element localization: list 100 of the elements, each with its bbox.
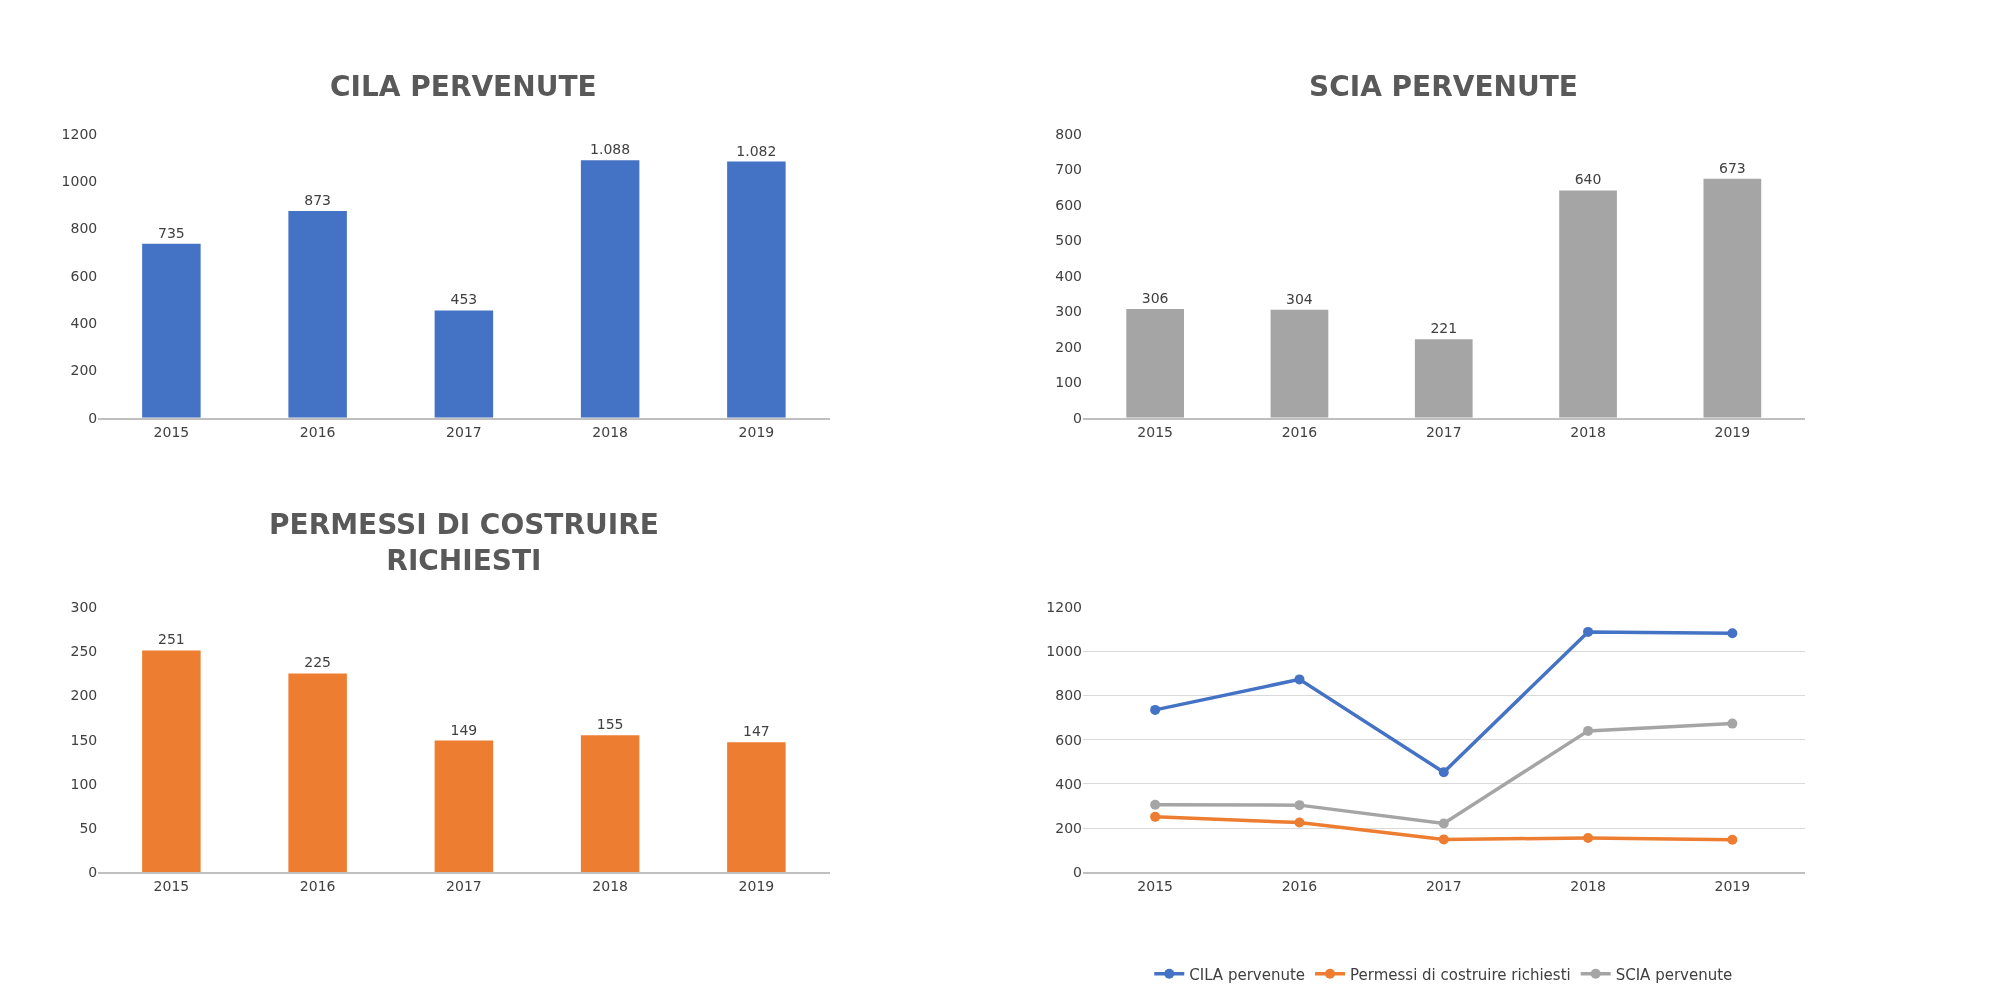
x-tick-label: 2016 [1281,423,1318,440]
point [1583,725,1594,736]
x-tick-label: 2016 [299,423,336,440]
data-label: 673 [1718,159,1746,176]
y-tick-label: 300 [70,599,98,616]
y-tick-label: 800 [1055,687,1082,704]
y-tick-label: 400 [1055,267,1082,284]
y-tick-label: 100 [70,775,98,792]
legend-label: SCIA pervenute [1615,965,1733,984]
y-tick-label: 1200 [61,125,98,142]
data-label: 147 [743,723,770,740]
x-tick-label: 2015 [1137,423,1173,440]
y-tick-label: 500 [1055,232,1082,249]
x-tick-label: 2015 [1137,878,1173,895]
y-tick-label: 0 [88,864,98,881]
x-tick-label: 2017 [1425,423,1462,440]
y-tick-label: 1200 [1046,599,1082,616]
y-tick-label: 50 [79,820,98,837]
y-tick-label: 800 [70,220,98,237]
data-label: 1.088 [590,141,631,158]
point [1583,626,1594,637]
bar [434,310,494,418]
y-tick-label: 150 [70,731,98,748]
y-tick-label: 200 [70,362,98,379]
x-tick-label: 2019 [1714,423,1751,440]
point [1294,800,1305,811]
chart-title: CILA PERVENUTE [330,70,597,103]
x-tick-label: 2019 [738,878,775,895]
legend-label: Permessi di costruire richiesti [1350,965,1571,984]
data-label: 225 [304,654,331,671]
point [1438,834,1449,845]
point [1727,718,1738,729]
data-label: 221 [1430,320,1458,337]
x-tick-label: 2018 [592,878,628,895]
point [1727,628,1738,639]
point [1150,811,1161,822]
y-tick-label: 200 [1055,820,1082,837]
x-tick-label: 2018 [592,423,628,440]
bar [1703,178,1762,418]
data-label: 251 [158,631,185,648]
y-tick-label: 800 [1055,125,1082,142]
y-tick-label: 400 [1055,775,1082,792]
x-tick-label: 2016 [1281,878,1318,895]
data-label: 1.082 [736,142,777,159]
chart-title: PERMESSI DI COSTRUIRE RICHIESTI [269,508,659,578]
bar [1414,339,1473,418]
bar [1126,309,1185,418]
point [1294,674,1305,685]
data-label: 149 [450,721,478,738]
y-tick-label: 600 [70,267,98,284]
data-label: 453 [450,291,478,308]
point [1727,834,1738,845]
y-tick-label: 1000 [1046,643,1082,660]
y-tick-label: 1000 [61,172,98,189]
y-tick-label: 300 [1055,303,1082,320]
bar [1559,190,1617,418]
data-label: 735 [158,224,185,241]
point [1150,704,1161,715]
data-label: 640 [1574,171,1602,188]
y-tick-label: 200 [1055,338,1082,355]
y-tick-label: 200 [70,687,98,704]
point [1438,818,1449,829]
x-tick-label: 2019 [1714,878,1751,895]
bar [580,160,640,418]
x-tick-label: 2015 [153,878,190,895]
x-tick-label: 2016 [299,878,336,895]
x-tick-label: 2019 [738,423,775,440]
bar [727,161,786,418]
bar [727,742,786,873]
x-tick-label: 2017 [1425,878,1462,895]
data-label: 304 [1286,290,1313,307]
x-tick-label: 2017 [446,423,482,440]
y-tick-label: 600 [1055,196,1082,213]
y-tick-label: 100 [1055,374,1082,391]
y-tick-label: 600 [1055,731,1082,748]
bar [434,740,494,873]
data-label: 873 [304,192,331,209]
point [1583,833,1594,844]
bar [1270,309,1329,418]
bar [288,211,347,418]
legend-label: CILA pervenute [1189,965,1306,984]
y-tick-label: 400 [70,314,98,331]
point [1294,817,1305,828]
point [1438,767,1449,778]
x-tick-label: 2018 [1570,423,1606,440]
y-tick-label: 0 [1073,864,1082,881]
x-tick-label: 2015 [153,423,190,440]
bar [288,673,347,873]
bar [142,650,201,873]
y-tick-label: 0 [88,409,98,426]
data-label: 306 [1141,290,1169,307]
chart-title: SCIA PERVENUTE [1309,70,1578,103]
data-label: 155 [596,716,624,733]
y-tick-label: 700 [1055,161,1082,178]
x-tick-label: 2017 [446,878,482,895]
y-tick-label: 250 [70,643,98,660]
bar [142,243,201,418]
x-tick-label: 2018 [1570,878,1606,895]
point [1150,799,1161,810]
y-tick-label: 0 [1073,409,1082,426]
